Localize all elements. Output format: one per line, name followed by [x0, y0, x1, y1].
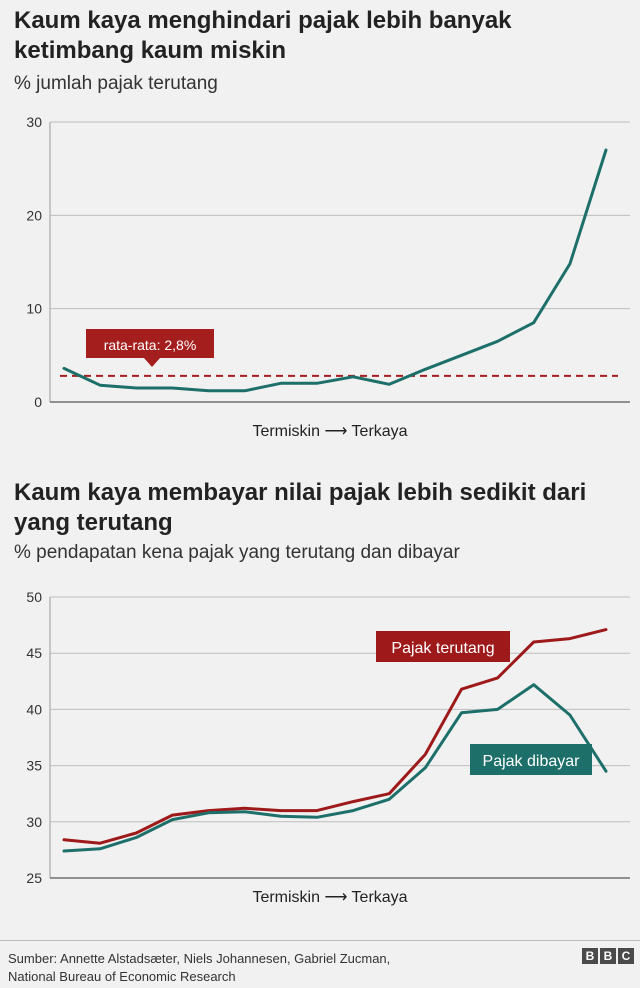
source-line-2: National Bureau of Economic Research [8, 969, 236, 984]
bbc-logo: B B C [582, 948, 634, 964]
series-line [62, 148, 608, 393]
bbc-logo-letter: B [582, 948, 598, 964]
y-tick-label: 25 [26, 870, 42, 886]
series-label-text: Pajak terutang [391, 640, 494, 657]
series-label-text: Pajak dibayar [483, 753, 581, 770]
y-tick-label: 20 [26, 207, 42, 223]
y-tick-label: 10 [26, 301, 42, 317]
average-label-text: rata-rata: 2,8% [104, 337, 197, 353]
series-label-box [376, 631, 510, 662]
y-tick-label: 40 [26, 701, 42, 717]
y-tick-label: 45 [26, 645, 42, 661]
series-label-box [470, 744, 592, 775]
y-tick-label: 50 [26, 589, 42, 605]
source-line-1: Sumber: Annette Alstadsæter, Niels Johan… [8, 951, 391, 966]
series-line [62, 628, 608, 845]
x-axis-label: Termiskin ⟶ Terkaya [252, 889, 407, 906]
series-line [62, 683, 608, 853]
bbc-logo-letter: B [600, 948, 616, 964]
y-tick-label: 30 [26, 114, 42, 130]
chart1-title: Kaum kaya menghindari pajak lebih banyak… [14, 7, 512, 64]
chart1-plot: 0 10 20 30 Termiskin ⟶ Terkaya rata-rata: 2,8… [26, 114, 630, 440]
x-axis-label: Termiskin ⟶ Terkaya [252, 423, 407, 440]
footer-divider [0, 940, 640, 941]
average-label-box [86, 329, 214, 358]
y-tick-label: 30 [26, 814, 42, 830]
source-text: Sumber: Annette Alstadsæter, Niels Johan… [8, 950, 478, 986]
chart2-subtitle: % pendapatan kena pajak yang terutang da… [14, 542, 460, 563]
chart2-plot: 25 30 35 40 45 50 Termiskin ⟶ Terkaya Pajak ter… [26, 589, 630, 906]
bbc-logo-letter: C [618, 948, 634, 964]
y-tick-label: 0 [34, 394, 42, 410]
y-tick-label: 35 [26, 758, 42, 774]
chart2-title: Kaum kaya membayar nilai pajak lebih sed… [14, 479, 587, 536]
chart1-subtitle: % jumlah pajak terutang [14, 73, 218, 94]
average-label-pointer [144, 358, 160, 367]
